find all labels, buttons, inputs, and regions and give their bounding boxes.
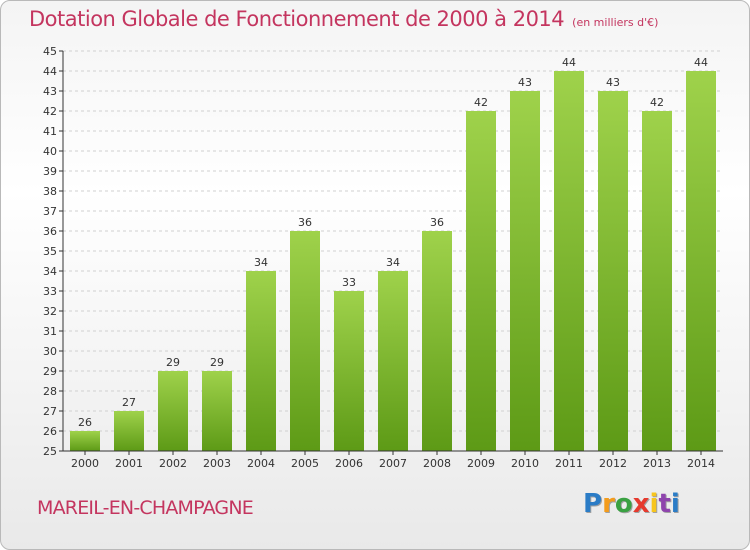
bar	[686, 71, 716, 451]
y-tick-label: 40	[43, 145, 57, 158]
bar	[202, 371, 232, 451]
logo-letter: i	[649, 489, 659, 519]
bar-value-label: 43	[518, 76, 532, 89]
bar	[598, 91, 628, 451]
bar	[334, 291, 364, 451]
y-tick-label: 31	[43, 325, 57, 338]
y-tick-label: 27	[43, 405, 57, 418]
commune-name: MAREIL-EN-CHAMPAGNE	[37, 497, 254, 519]
x-tick-label: 2010	[511, 457, 539, 470]
x-tick-label: 2014	[687, 457, 715, 470]
y-tick-label: 36	[43, 225, 57, 238]
y-tick-label: 38	[43, 185, 57, 198]
x-tick-label: 2012	[599, 457, 627, 470]
bar	[378, 271, 408, 451]
y-tick-label: 34	[43, 265, 57, 278]
logo-letter: i	[670, 489, 680, 519]
proxiti-logo[interactable]: Proxiti	[583, 489, 680, 519]
bar-value-label: 29	[210, 356, 224, 369]
bar	[246, 271, 276, 451]
x-tick-label: 2008	[423, 457, 451, 470]
bar	[642, 111, 672, 451]
bar-value-label: 36	[430, 216, 444, 229]
bar	[466, 111, 496, 451]
x-tick-label: 2003	[203, 457, 231, 470]
y-tick-label: 41	[43, 125, 57, 138]
bar	[114, 411, 144, 451]
y-tick-label: 32	[43, 305, 57, 318]
y-tick-label: 39	[43, 165, 57, 178]
y-tick-label: 30	[43, 345, 57, 358]
bar-value-label: 43	[606, 76, 620, 89]
bar	[158, 371, 188, 451]
y-tick-label: 25	[43, 445, 57, 458]
logo-letter: o	[614, 489, 633, 519]
x-tick-label: 2005	[291, 457, 319, 470]
bar-value-label: 34	[254, 256, 268, 269]
bar	[290, 231, 320, 451]
chart-title-main: Dotation Globale de Fonctionnement de 20…	[29, 7, 565, 31]
bar-value-label: 44	[694, 56, 708, 69]
y-tick-label: 43	[43, 85, 57, 98]
x-tick-label: 2002	[159, 457, 187, 470]
y-tick-label: 35	[43, 245, 57, 258]
y-tick-label: 28	[43, 385, 57, 398]
bar-value-label: 36	[298, 216, 312, 229]
x-tick-label: 2004	[247, 457, 275, 470]
bar	[510, 91, 540, 451]
logo-letter: r	[602, 489, 615, 519]
logo-letter: x	[632, 489, 650, 519]
y-tick-label: 45	[43, 45, 57, 58]
bar-value-label: 42	[474, 96, 488, 109]
logo-letter: P	[583, 489, 603, 519]
x-tick-label: 2009	[467, 457, 495, 470]
bar	[554, 71, 584, 451]
bar-value-label: 26	[78, 416, 92, 429]
x-tick-label: 2001	[115, 457, 143, 470]
chart-title: Dotation Globale de Fonctionnement de 20…	[29, 7, 658, 31]
x-tick-label: 2011	[555, 457, 583, 470]
y-tick-label: 29	[43, 365, 57, 378]
bar	[422, 231, 452, 451]
y-tick-label: 26	[43, 425, 57, 438]
bar-value-label: 44	[562, 56, 576, 69]
chart-unit-label: (en milliers d'€)	[572, 16, 659, 29]
y-tick-label: 42	[43, 105, 57, 118]
bar-value-label: 33	[342, 276, 356, 289]
x-tick-label: 2000	[71, 457, 99, 470]
x-tick-label: 2006	[335, 457, 363, 470]
logo-letter: t	[658, 489, 671, 519]
bar-value-label: 42	[650, 96, 664, 109]
x-tick-label: 2007	[379, 457, 407, 470]
bar	[70, 431, 100, 451]
bar-value-label: 34	[386, 256, 400, 269]
x-tick-label: 2013	[643, 457, 671, 470]
y-tick-label: 33	[43, 285, 57, 298]
bar-value-label: 29	[166, 356, 180, 369]
bar-value-label: 27	[122, 396, 136, 409]
y-tick-label: 44	[43, 65, 57, 78]
y-tick-label: 37	[43, 205, 57, 218]
